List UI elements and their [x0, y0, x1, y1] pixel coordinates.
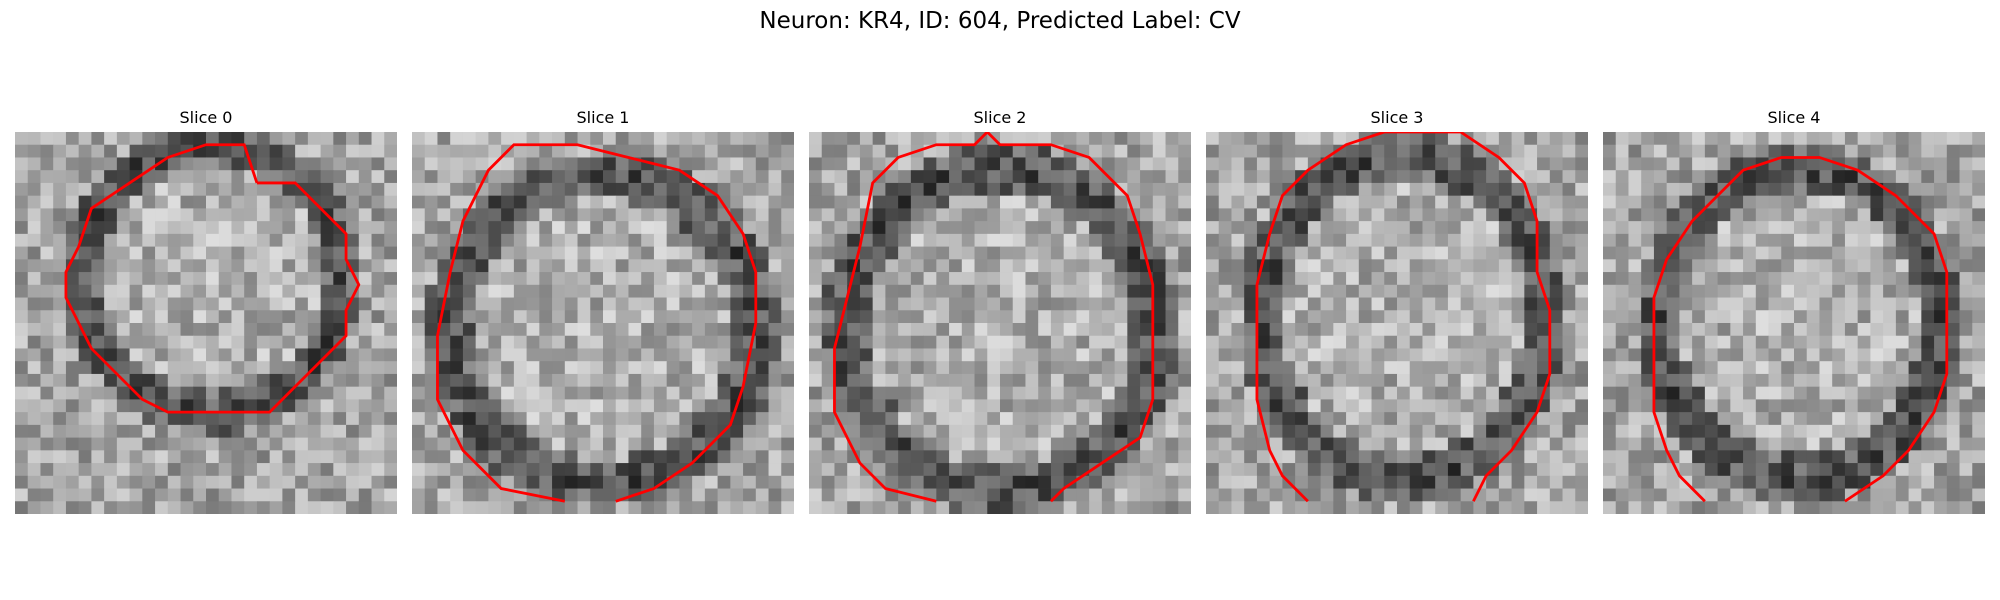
slice-panel-2: Slice 2: [809, 108, 1191, 514]
slice-panel-3: Slice 3: [1206, 108, 1588, 514]
cell-contour: [1255, 132, 1552, 503]
cell-contour: [833, 132, 1155, 503]
slice-image-0: [15, 132, 397, 514]
pixel-grid: [412, 132, 794, 514]
slice-image-4: [1603, 132, 1985, 514]
pixel-grid: [1603, 132, 1985, 514]
slice-image-3: [1206, 132, 1588, 514]
slice-title-3: Slice 3: [1370, 108, 1424, 127]
pixel-grid: [15, 132, 397, 514]
slice-panel-1: Slice 1: [412, 108, 794, 514]
pixel-grid: [809, 132, 1191, 514]
cell-contour: [436, 143, 758, 503]
slice-panel-0: Slice 0: [15, 108, 397, 514]
slice-image-2: [809, 132, 1191, 514]
slice-title-0: Slice 0: [179, 108, 233, 127]
cell-contour: [1652, 156, 1949, 503]
slice-title-1: Slice 1: [576, 108, 630, 127]
cell-contour: [64, 143, 361, 414]
pixel-grid: [1206, 132, 1588, 514]
figure-title: Neuron: KR4, ID: 604, Predicted Label: C…: [759, 8, 1241, 34]
slice-title-4: Slice 4: [1767, 108, 1821, 127]
slice-title-2: Slice 2: [973, 108, 1027, 127]
slice-panel-4: Slice 4: [1603, 108, 1985, 514]
slice-image-1: [412, 132, 794, 514]
